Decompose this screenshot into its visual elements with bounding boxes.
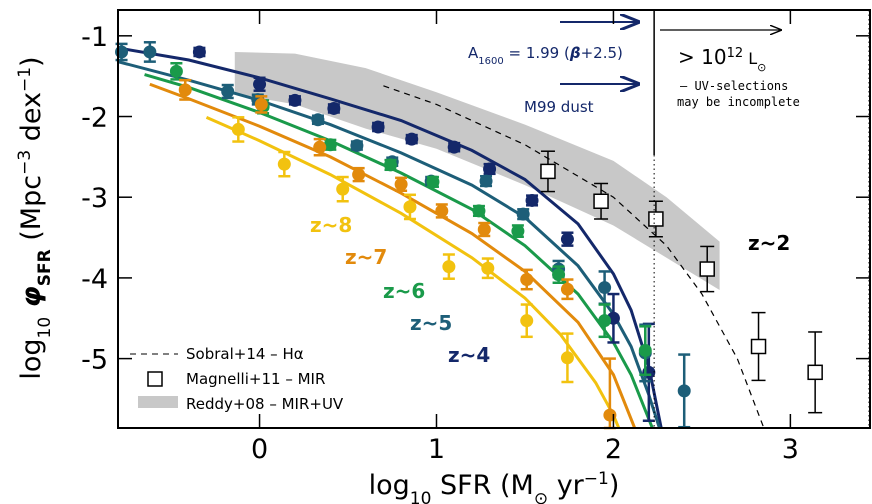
point	[677, 384, 691, 398]
luminosity-label: > 1012 L⊙	[678, 45, 766, 74]
point	[178, 83, 192, 97]
point	[511, 224, 525, 238]
point	[143, 45, 157, 59]
line-layer	[118, 46, 765, 428]
point	[394, 177, 408, 191]
y-tick-label: -3	[81, 183, 108, 214]
point	[483, 162, 497, 176]
square-point	[593, 193, 609, 209]
note: may be incomplete	[677, 95, 800, 109]
point	[525, 193, 539, 207]
point	[254, 97, 268, 111]
point	[603, 408, 617, 422]
m99-label: M99 dust	[524, 98, 594, 116]
y-tick-label: -5	[81, 345, 108, 376]
fit-line	[118, 60, 661, 428]
point	[277, 157, 291, 171]
point	[405, 132, 419, 146]
point	[221, 85, 235, 99]
point	[313, 140, 327, 154]
point	[336, 182, 350, 196]
square-point	[540, 163, 556, 180]
point	[383, 158, 397, 172]
point	[311, 113, 325, 127]
band-layer	[234, 51, 720, 291]
point	[638, 344, 652, 358]
point	[169, 64, 183, 78]
fit-line	[205, 115, 621, 428]
reddy-band	[234, 51, 720, 291]
square-point	[750, 338, 767, 355]
point	[598, 314, 612, 328]
y-tick-label: -2	[81, 103, 108, 134]
point	[472, 204, 486, 218]
point	[350, 139, 364, 153]
legend-label: Magnelli+11 – MIR	[186, 370, 325, 388]
point	[481, 261, 495, 275]
plot-frame	[117, 9, 871, 429]
series-label: z~4	[448, 343, 490, 367]
square-point	[648, 211, 664, 227]
point	[192, 45, 206, 59]
y-axis-label: log10 φSFR (Mpc−3 dex−1)	[15, 56, 55, 379]
legend-reddy-band	[138, 396, 178, 408]
point	[560, 351, 574, 365]
point	[231, 122, 245, 136]
x-axis-label: log10 SFR (M⊙ yr−1)	[369, 469, 620, 504]
dust-relation: A1600 = 1.99 (β+2.5)	[468, 44, 623, 67]
square-point	[807, 364, 823, 381]
point	[516, 207, 530, 221]
point	[520, 314, 534, 328]
point	[115, 45, 129, 59]
fit-line	[144, 73, 654, 428]
y-tick-label: -4	[81, 264, 108, 295]
legend-magnelli-square	[147, 371, 163, 387]
z2-label: z~2	[748, 231, 790, 255]
point-layer	[115, 41, 823, 430]
point	[288, 93, 302, 107]
x-tick-label: 0	[251, 434, 268, 465]
note: – UV-selections	[680, 79, 788, 93]
point	[426, 175, 440, 189]
series-label: z~7	[345, 245, 387, 269]
series-label: z~6	[383, 279, 425, 303]
point	[403, 200, 417, 214]
point	[371, 120, 385, 134]
point	[442, 260, 456, 274]
point	[447, 140, 461, 154]
fit-line	[118, 46, 663, 428]
point	[253, 77, 267, 91]
point	[552, 268, 566, 282]
series-label: z~5	[410, 311, 452, 335]
point	[477, 222, 491, 236]
x-tick-label: 2	[605, 434, 622, 465]
square-point	[699, 261, 715, 277]
point	[327, 101, 341, 115]
point	[352, 168, 366, 182]
y-tick-label: -1	[81, 22, 108, 53]
x-tick-label: 3	[782, 434, 799, 465]
legend-label: Sobral+14 – Hα	[186, 345, 304, 363]
legend-label: Reddy+08 – MIR+UV	[186, 395, 344, 413]
point	[560, 232, 574, 246]
x-tick-label: 1	[428, 434, 445, 465]
point	[520, 273, 534, 287]
point	[598, 281, 612, 295]
point	[560, 282, 574, 296]
series-label: z~8	[310, 213, 352, 237]
point	[479, 174, 493, 188]
point	[435, 204, 449, 218]
point	[323, 138, 337, 152]
